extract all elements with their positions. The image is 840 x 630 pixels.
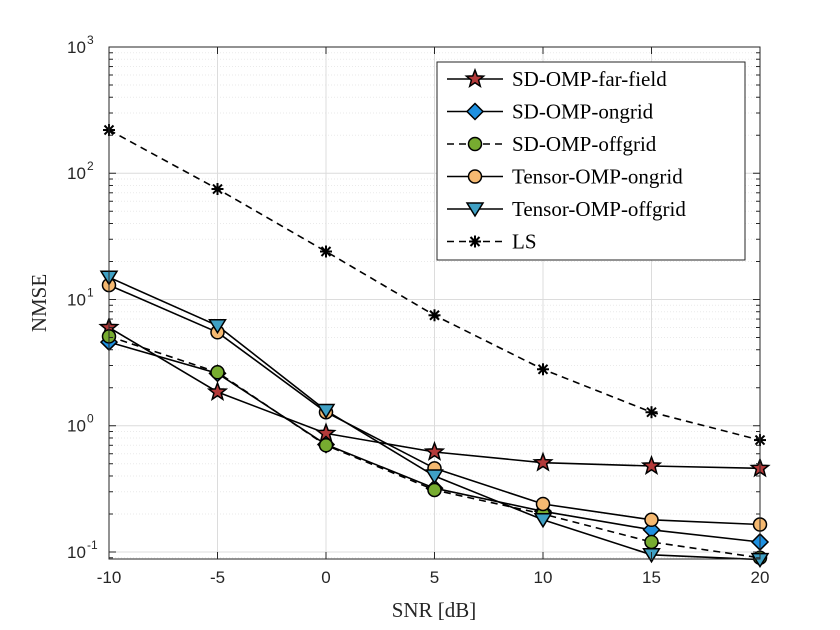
x-tick-label: 15 (642, 568, 661, 587)
x-tick-labels: -10 -5 0 5 10 15 20 (97, 568, 770, 587)
y-tick-exponent: -1 (87, 538, 98, 552)
data-point-ls (211, 183, 224, 196)
legend-box (436, 61, 746, 261)
x-tick-label: -5 (210, 568, 225, 587)
y-tick-exponent: 1 (87, 285, 94, 299)
asterisk-stroke (320, 246, 332, 257)
data-point-sd-omp-far-field (532, 451, 554, 472)
asterisk-stroke (212, 183, 223, 195)
data-point-sd-omp-offgrid (644, 534, 659, 550)
data-point-tensor-omp-ongrid (644, 512, 659, 528)
legend-label-sd-omp-offgrid: SD-OMP-offgrid (512, 132, 657, 156)
x-tick-label: 0 (321, 568, 330, 587)
y-tick-label: 10 (67, 38, 86, 57)
asterisk-stroke (469, 236, 481, 247)
data-point-sd-omp-far-field (423, 440, 446, 461)
y-tick-label: 10 (67, 290, 86, 309)
asterisk-stroke (537, 364, 549, 375)
y-tick-exponent: 2 (87, 159, 94, 173)
legend-label-sd-omp-ongrid: SD-OMP-ongrid (512, 100, 654, 124)
data-point-ls (428, 309, 441, 322)
data-point-ls (537, 363, 549, 376)
y-tick-exponent: 3 (87, 33, 94, 47)
y-axis-label: NMSE (27, 274, 51, 332)
y-tick-label: 10 (67, 164, 86, 183)
x-tick-label: 5 (430, 568, 439, 587)
ticks-layer (108, 46, 761, 559)
asterisk-stroke (429, 310, 440, 321)
legend-marker-sd-omp-offgrid (467, 136, 483, 152)
data-point-tensor-omp-offgrid (316, 403, 336, 419)
x-axis-label: SNR [dB] (392, 598, 477, 622)
data-point-ls (645, 406, 658, 419)
data-point-tensor-omp-offgrid (208, 318, 227, 335)
data-point-sd-omp-far-field (640, 454, 663, 476)
x-tick-label: -10 (97, 568, 122, 587)
legend-marker-sd-omp-far-field (464, 67, 486, 89)
legend: SD-OMP-far-field SD-OMP-ongrid SD-OMP-offg… (436, 61, 746, 261)
data-point-tensor-omp-offgrid (425, 469, 444, 485)
y-tick-label: 10 (67, 417, 86, 436)
legend-marker-tensor-omp-ongrid (467, 169, 483, 184)
x-tick-label: 10 (534, 568, 553, 587)
data-point-ls (320, 245, 332, 258)
data-point-sd-omp-offgrid (427, 482, 442, 498)
legend-label-tensor-omp-offgrid: Tensor-OMP-offgrid (512, 197, 686, 221)
data-point-tensor-omp-offgrid (533, 513, 553, 529)
legend-marker-sd-omp-ongrid (465, 102, 485, 121)
data-point-sd-omp-offgrid (318, 438, 334, 453)
asterisk-stroke (646, 407, 657, 418)
data-point-sd-omp-far-field (206, 380, 229, 402)
y-tick-exponent: 0 (87, 412, 94, 426)
legend-marker-ls (469, 235, 481, 248)
legend-label-sd-omp-far-field: SD-OMP-far-field (512, 67, 667, 91)
legend-marker-tensor-omp-offgrid (465, 202, 485, 218)
legend-label-tensor-omp-ongrid: Tensor-OMP-ongrid (512, 165, 683, 189)
legend-label-ls: LS (512, 230, 537, 254)
data-point-sd-omp-offgrid (210, 365, 225, 380)
data-point-tensor-omp-ongrid (535, 496, 551, 512)
y-tick-label: 10 (67, 543, 86, 562)
x-tick-label: 20 (751, 568, 770, 587)
